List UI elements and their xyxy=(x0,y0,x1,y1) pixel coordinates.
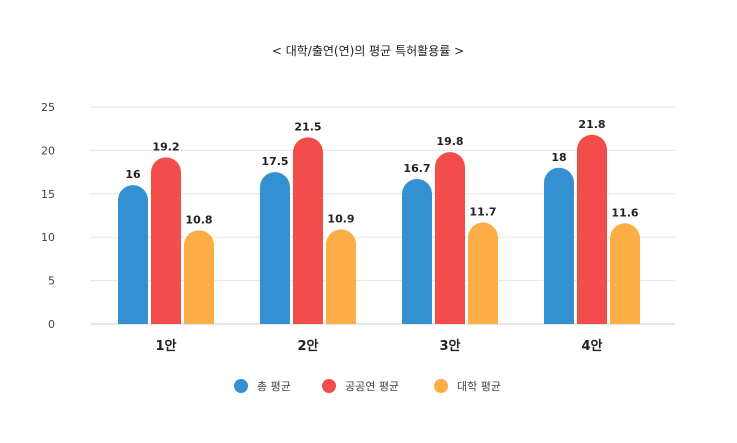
data-label: 10.8 xyxy=(185,213,212,226)
bar xyxy=(577,134,607,324)
data-label: 16.7 xyxy=(403,162,430,175)
legend-label: 총 평균 xyxy=(257,380,291,393)
bar xyxy=(260,172,290,324)
data-label: 21.8 xyxy=(578,118,605,131)
x-tick-label: 2안 xyxy=(297,338,318,354)
legend-swatch xyxy=(434,379,448,393)
data-label: 17.5 xyxy=(261,155,288,168)
bar xyxy=(610,223,640,324)
chart-title: < 대학/출연(연)의 평균 특허활용률 > xyxy=(272,44,464,58)
data-label: 10.9 xyxy=(327,212,354,225)
x-tick-label: 4안 xyxy=(581,338,602,354)
legend-label: 공공연 평균 xyxy=(345,380,399,393)
legend-swatch xyxy=(234,379,248,393)
legend-label: 대학 평균 xyxy=(457,380,501,393)
y-tick-label: 15 xyxy=(41,188,55,201)
bar xyxy=(293,137,323,324)
x-tick-label: 1안 xyxy=(155,338,176,354)
data-label: 21.5 xyxy=(294,120,321,133)
bar xyxy=(326,229,356,324)
bar xyxy=(184,230,214,324)
y-tick-label: 25 xyxy=(41,101,55,114)
data-label: 11.7 xyxy=(469,205,496,218)
bar xyxy=(435,152,465,324)
data-label: 11.6 xyxy=(611,206,638,219)
bar xyxy=(402,179,432,324)
data-label: 19.8 xyxy=(436,135,463,148)
data-label: 18 xyxy=(551,151,566,164)
y-tick-label: 0 xyxy=(48,318,55,331)
x-tick-label: 3안 xyxy=(439,338,460,354)
legend-swatch xyxy=(322,379,336,393)
y-tick-label: 20 xyxy=(41,144,55,157)
bar xyxy=(151,157,181,324)
bar xyxy=(118,185,148,324)
y-tick-label: 5 xyxy=(48,275,55,288)
data-label: 19.2 xyxy=(152,140,179,153)
bar xyxy=(468,222,498,324)
data-label: 16 xyxy=(125,168,141,181)
bar xyxy=(544,167,574,324)
y-tick-label: 10 xyxy=(41,231,55,244)
